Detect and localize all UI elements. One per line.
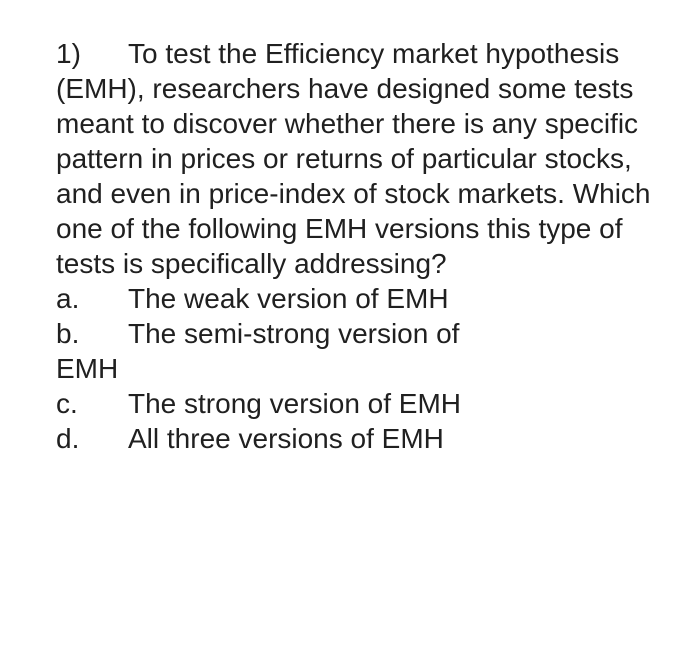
question-body: To test the Efficiency market hypothesis… [56, 38, 650, 279]
option-letter: c. [56, 386, 128, 421]
question-block: 1)To test the Efficiency market hypothes… [56, 36, 652, 456]
option-letter: b. [56, 316, 128, 351]
option-a: a.The weak version of EMH [56, 281, 652, 316]
option-d: d.All three versions of EMH [56, 421, 652, 456]
option-b: b.The semi-strong version of [56, 316, 652, 351]
question-text: 1)To test the Efficiency market hypothes… [56, 36, 652, 281]
option-text: The strong version of EMH [128, 388, 461, 419]
option-letter: d. [56, 421, 128, 456]
option-text: The semi-strong version of [128, 318, 459, 349]
option-text: All three versions of EMH [128, 423, 444, 454]
option-b-continuation: EMH [56, 351, 652, 386]
option-text: The weak version of EMH [128, 283, 449, 314]
option-letter: a. [56, 281, 128, 316]
options-list: a.The weak version of EMH b.The semi-str… [56, 281, 652, 456]
option-c: c.The strong version of EMH [56, 386, 652, 421]
question-number: 1) [56, 36, 128, 71]
